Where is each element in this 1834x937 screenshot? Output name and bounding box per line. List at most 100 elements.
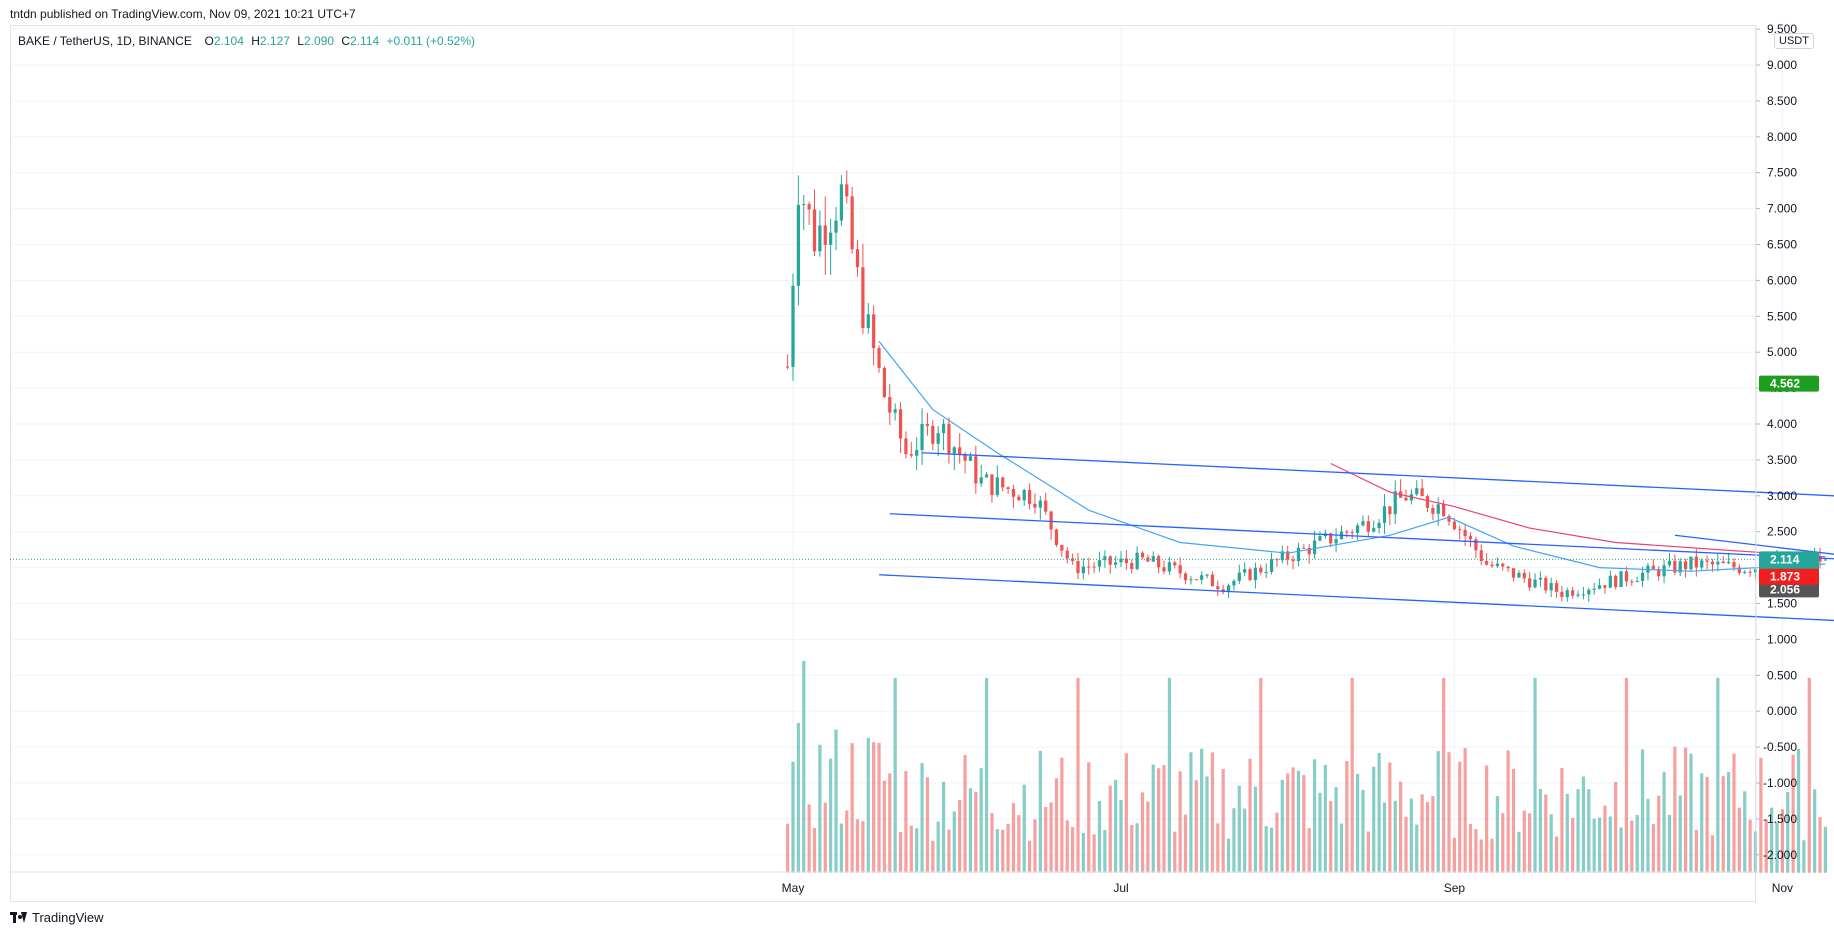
volume-bar: [1796, 748, 1801, 873]
volume-bar: [915, 828, 919, 873]
candle-body: [1753, 569, 1758, 573]
volume-bar: [1092, 834, 1096, 873]
candle-body: [882, 367, 887, 398]
candle-body: [829, 232, 833, 245]
candle-body: [1232, 580, 1236, 586]
candle-body: [990, 474, 994, 495]
volume-bar: [1565, 793, 1569, 873]
candle-body: [845, 184, 849, 197]
candle-body: [1560, 591, 1564, 598]
high-value: 2.127: [259, 34, 290, 48]
candle-body: [1114, 562, 1118, 565]
candle-body: [1060, 544, 1064, 551]
candle-body: [941, 423, 946, 434]
volume-bar: [1721, 776, 1725, 873]
candle-body: [1554, 583, 1559, 592]
candle-body: [866, 314, 870, 329]
volume-bar: [1608, 816, 1612, 873]
volume-bar: [1667, 814, 1672, 873]
volume-bar: [1210, 752, 1215, 873]
volume-bar: [1458, 761, 1462, 873]
candle-body: [839, 184, 844, 221]
candle-body: [1006, 487, 1010, 489]
candle-body: [1237, 572, 1241, 581]
low-value: 2.090: [303, 34, 335, 48]
volume-bar: [1490, 838, 1494, 873]
volume-bar: [1382, 802, 1387, 873]
candle-body: [963, 453, 967, 461]
candle-body: [1076, 561, 1080, 574]
candle-body: [995, 477, 999, 495]
candle-body: [1549, 583, 1553, 591]
volume-bar: [1312, 759, 1317, 873]
volume-bar: [1501, 813, 1505, 873]
candle-body: [1517, 572, 1521, 578]
candle-body: [1151, 556, 1155, 562]
volume-bar: [1097, 801, 1102, 873]
volume-bar: [1323, 764, 1327, 873]
volume-bar: [1592, 818, 1596, 873]
volume-bar: [1237, 785, 1241, 873]
candle-body: [1108, 556, 1112, 565]
candle-body: [1581, 594, 1586, 596]
trendlines: [879, 452, 1834, 622]
time-tick-label: May: [782, 881, 805, 895]
price-tick-label: 3.000: [1767, 489, 1797, 503]
price-tick-label: 8.000: [1767, 130, 1797, 144]
candle-body: [1726, 561, 1731, 564]
volume-bar: [1420, 794, 1424, 873]
candle-body: [1366, 521, 1370, 532]
candle-body: [855, 249, 860, 268]
candle-body: [952, 447, 956, 454]
target-price-badge-label: 4.562: [1770, 377, 1800, 391]
candle-body: [1022, 489, 1026, 501]
candle-body: [807, 204, 811, 210]
volume-bar: [1248, 758, 1252, 873]
candle-body: [1345, 531, 1349, 533]
candle-body: [1442, 504, 1446, 516]
candle-body: [1033, 503, 1037, 508]
volume-bar: [1538, 789, 1543, 873]
volume-bar: [1253, 786, 1258, 873]
target-price-badge-bg: [1759, 375, 1819, 392]
candle-body: [1334, 539, 1338, 544]
volume-bar: [1404, 816, 1408, 873]
volume-bar: [1554, 836, 1559, 873]
candle-body: [909, 454, 913, 456]
volume-bar: [1221, 769, 1225, 873]
volume-bar: [861, 820, 865, 873]
volume-bar: [1705, 776, 1709, 873]
candle-body: [1318, 536, 1322, 541]
volume-bar: [1576, 789, 1580, 873]
volume-bar: [1350, 677, 1354, 873]
volume-bar: [1533, 677, 1537, 873]
ma-slow-line: [1330, 462, 1826, 558]
volume-bar: [979, 768, 983, 873]
candle-body: [1200, 575, 1204, 580]
unit-badge[interactable]: USDT: [1774, 33, 1814, 49]
candle-body: [1468, 536, 1473, 540]
volume-bar: [1377, 752, 1381, 873]
volume-bar: [1506, 750, 1510, 873]
candle-body: [1388, 506, 1392, 515]
candle-body: [1162, 567, 1166, 572]
volume-bar: [984, 677, 989, 873]
volume-bar: [888, 773, 892, 873]
candle-body: [904, 438, 908, 455]
candle-body: [850, 196, 854, 250]
volume-bar: [802, 660, 806, 873]
volume-bar: [845, 810, 849, 873]
volume-bar: [1130, 824, 1134, 873]
candle-body: [1253, 567, 1258, 580]
volume-bar: [1452, 837, 1456, 873]
volume-bar: [1748, 819, 1752, 873]
time-tick-label: Sep: [1444, 881, 1466, 895]
candle-body: [1587, 589, 1591, 595]
symbol-legend[interactable]: BAKE / TetherUS, 1D, BINANCE O2.104 H2.1…: [18, 34, 475, 48]
candle-body: [1420, 488, 1424, 497]
volume-bar: [1291, 767, 1295, 873]
candle-body: [1716, 561, 1720, 565]
volume-bar: [1151, 764, 1155, 873]
candle-body: [1054, 529, 1059, 545]
